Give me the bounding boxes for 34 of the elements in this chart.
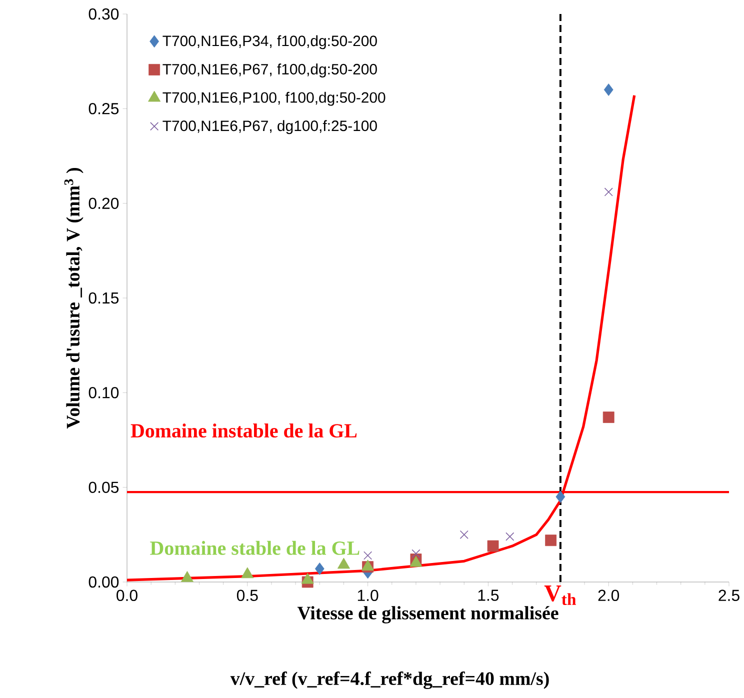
ref-line-label: V$_{th}$ [544, 586, 576, 606]
y-tick-label: 0.30 [88, 8, 119, 20]
legend-label: T700,N1E6,P100, f100,dg:50-200 [162, 92, 386, 106]
point [506, 532, 514, 541]
point [364, 551, 372, 560]
point [460, 530, 468, 539]
y-tick-label: 0.15 [88, 292, 119, 304]
y-tick-label: 0.05 [88, 482, 119, 493]
legend-label: T700,N1E6,P67, dg100,f:25-100 [162, 120, 377, 134]
x-tick-label: 0.0 [116, 590, 138, 602]
x-tick-label: 1.5 [478, 590, 499, 601]
x-axis-title: Vitesse de glissement normalisée [297, 606, 558, 624]
x-tick-label: 0.5 [236, 590, 258, 602]
text: v/v_ref (v_ref=4.f_ref*dg_ref=40 mm/s) [230, 672, 549, 690]
point [602, 412, 614, 423]
point [487, 540, 499, 552]
point [604, 188, 613, 196]
point [556, 490, 566, 503]
y-tick-label: 0.00 [88, 576, 119, 588]
point [545, 534, 557, 546]
x-tick-label: 2.5 [718, 590, 740, 602]
y-tick-label: 0.20 [88, 198, 119, 209]
annotation: Domaine instable de la GL [130, 424, 357, 438]
y-tick-label: 0.10 [88, 387, 119, 398]
x-tick-label: 2.0 [598, 590, 620, 602]
y-tick-label: 0.25 [88, 103, 119, 114]
legend-label: T700,N1E6,P67, f100,dg:50-200 [162, 64, 377, 78]
legend-label: T700,N1E6,P34, f100,dg:50-200 [162, 35, 377, 50]
x-tick-label: 1.0 [358, 590, 378, 602]
point [314, 562, 324, 575]
point [604, 84, 614, 96]
y-axis-title: Volume d'usure _total, V (mm$^{3}$ ) [64, 168, 84, 429]
annotation: Domaine stable de la GL [150, 540, 360, 555]
point [412, 549, 420, 558]
